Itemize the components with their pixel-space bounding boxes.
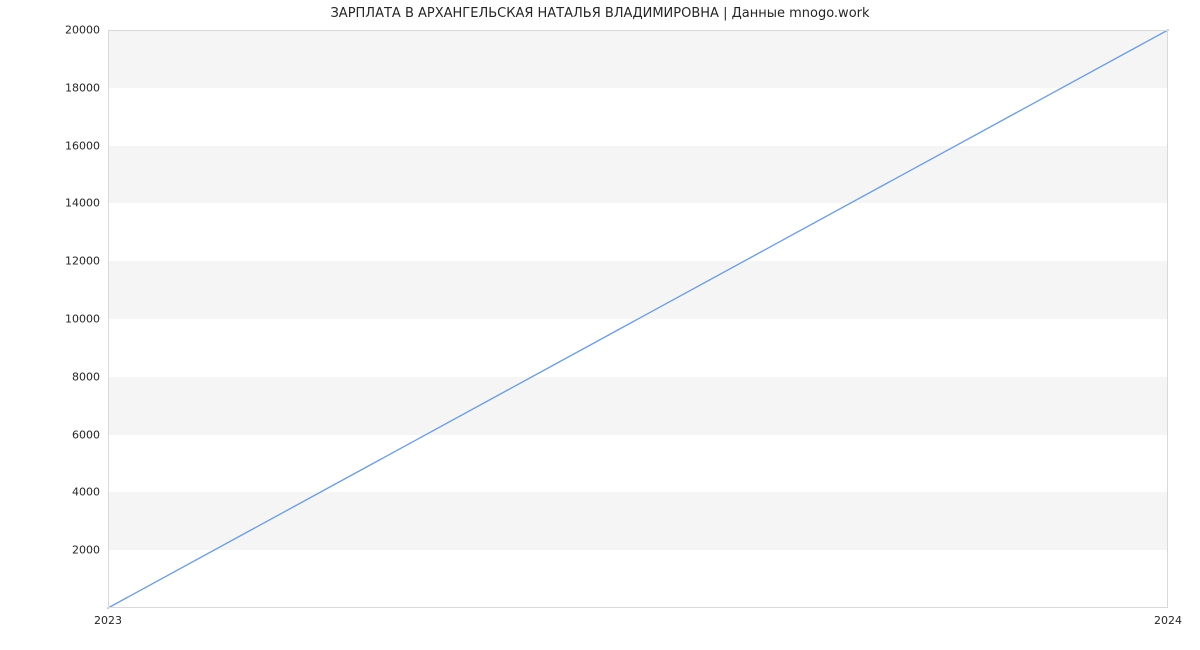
x-tick-label: 2024 <box>1154 608 1182 627</box>
y-tick-label: 8000 <box>72 370 108 383</box>
series-line <box>108 30 1168 608</box>
y-tick-label: 16000 <box>65 139 108 152</box>
y-tick-label: 6000 <box>72 428 108 441</box>
y-tick-label: 10000 <box>65 313 108 326</box>
plot-area: 2000400060008000100001200014000160001800… <box>108 30 1168 608</box>
line-layer <box>108 30 1168 608</box>
x-tick-label: 2023 <box>94 608 122 627</box>
y-tick-label: 4000 <box>72 486 108 499</box>
y-tick-label: 18000 <box>65 81 108 94</box>
y-tick-label: 2000 <box>72 544 108 557</box>
chart-title: ЗАРПЛАТА В АРХАНГЕЛЬСКАЯ НАТАЛЬЯ ВЛАДИМИ… <box>0 6 1200 21</box>
y-tick-label: 14000 <box>65 197 108 210</box>
y-tick-label: 12000 <box>65 255 108 268</box>
y-tick-label: 20000 <box>65 24 108 37</box>
